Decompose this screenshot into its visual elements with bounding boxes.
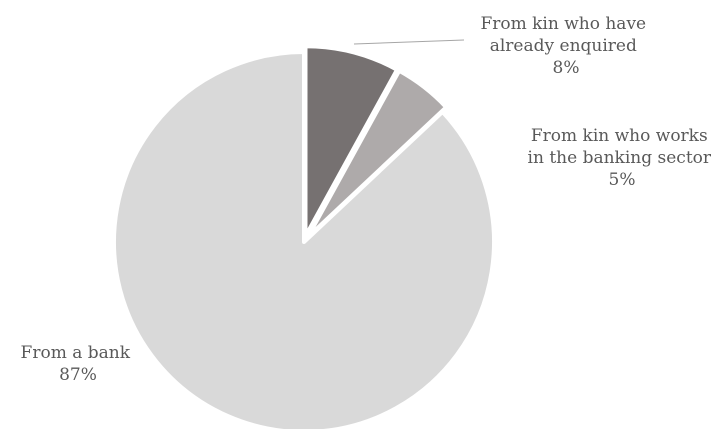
slice-label-line: already enquired bbox=[490, 36, 637, 56]
pie-slice-bank bbox=[112, 50, 496, 429]
leader-lines bbox=[353, 39, 465, 45]
slice-value-label: 8% bbox=[553, 58, 580, 78]
pie-slice-kin-enquired bbox=[303, 44, 400, 239]
slice-label-kin-banking: From kin who works in the banking sector… bbox=[528, 126, 717, 190]
slice-label-line: From kin who have bbox=[480, 14, 646, 34]
pie-slice-kin-banking bbox=[305, 68, 449, 240]
slice-value-label: 87% bbox=[59, 365, 97, 385]
pie-slices bbox=[112, 44, 496, 429]
slice-label-bank: From a bank 87% bbox=[21, 343, 136, 385]
slice-labels: From kin who have already enquired 8% Fr… bbox=[21, 14, 717, 385]
slice-value-label: 5% bbox=[609, 170, 636, 190]
slice-label-line: From a bank bbox=[21, 343, 131, 363]
slice-label-line: in the banking sector bbox=[528, 148, 712, 168]
slice-label-line: From kin who works bbox=[531, 126, 708, 146]
leader-line-kin-enquired bbox=[353, 39, 465, 45]
slice-label-kin-enquired: From kin who have already enquired 8% bbox=[480, 14, 651, 78]
